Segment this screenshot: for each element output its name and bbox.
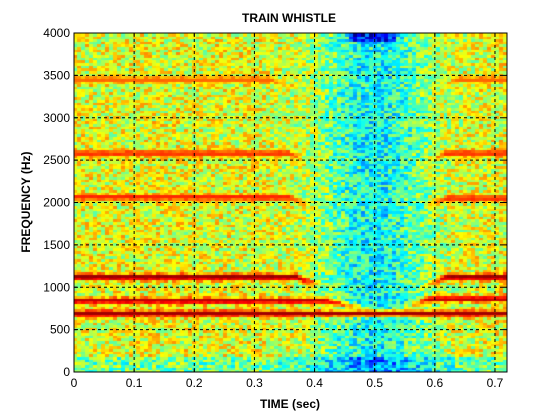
y-tick-label: 1000: [43, 280, 70, 294]
y-tick-label: 1500: [43, 238, 70, 252]
y-axis-label: FREQUENCY (Hz): [19, 151, 33, 252]
x-tick-label: 0.7: [487, 376, 504, 390]
y-tick-label: 0: [63, 365, 70, 379]
y-tick-label: 2500: [43, 153, 70, 167]
y-axis-ticks: 0 500 1000 1500 2000 2500 3000 3500 4000: [43, 26, 507, 379]
x-tick-label: 0.2: [186, 376, 203, 390]
y-tick-label: 3000: [43, 111, 70, 125]
y-tick-label: 500: [50, 323, 70, 337]
y-tick-label: 4000: [43, 26, 70, 40]
x-tick-label: 0.4: [306, 376, 323, 390]
y-tick-label: 3500: [43, 68, 70, 82]
x-tick-label: 0.1: [126, 376, 143, 390]
x-tick-label: 0.6: [426, 376, 443, 390]
chart-title: TRAIN WHISTLE: [242, 11, 336, 25]
y-tick-label: 2000: [43, 196, 70, 210]
x-tick-label: 0.3: [246, 376, 263, 390]
x-tick-label: 0: [71, 376, 78, 390]
grid-lines: [74, 33, 507, 372]
x-axis-label: TIME (sec): [260, 397, 320, 411]
x-tick-label: 0.5: [366, 376, 383, 390]
x-axis-ticks: 0 0.1 0.2 0.3 0.4 0.5 0.6 0.7: [71, 33, 504, 390]
